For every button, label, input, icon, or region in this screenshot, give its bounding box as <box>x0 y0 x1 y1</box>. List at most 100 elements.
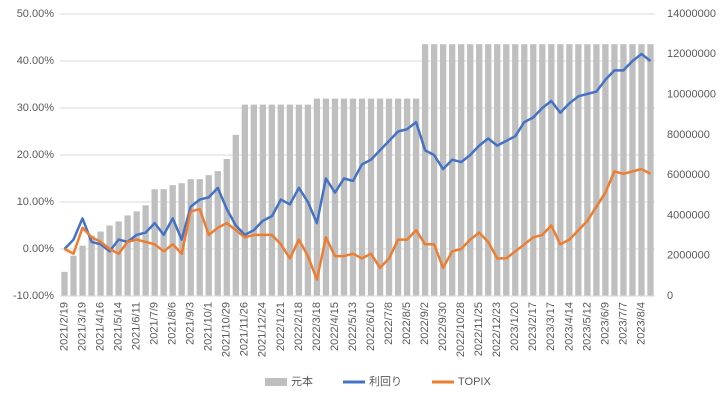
y2-tick-label: 2000000 <box>667 250 710 262</box>
bar <box>97 231 104 296</box>
y-tick-label: 0.00% <box>23 243 54 255</box>
line <box>63 52 652 253</box>
bar <box>187 179 194 296</box>
bar <box>331 98 339 296</box>
bar <box>620 44 627 296</box>
bar <box>629 44 636 296</box>
bar <box>340 98 348 296</box>
x-tick-label: 2022/10/28 <box>455 302 467 357</box>
y2-tick-label: 8000000 <box>667 129 710 141</box>
x-tick-label: 2021/10/29 <box>221 302 233 357</box>
bar <box>196 179 203 296</box>
bar <box>88 235 95 296</box>
bar <box>566 44 573 296</box>
x-tick-label: 2021/6/11 <box>131 302 143 350</box>
bar <box>151 189 158 296</box>
bar <box>512 44 519 296</box>
x-tick-label: 2021/3/19 <box>76 302 88 351</box>
y2-tick-label: 0 <box>667 290 673 302</box>
bar <box>79 245 86 296</box>
x-tick-label: 2022/11/25 <box>473 302 485 356</box>
legend-swatch <box>265 378 287 386</box>
x-tick-label: 2023/5/12 <box>581 302 593 351</box>
legend-label: 元本 <box>291 374 313 388</box>
bar <box>467 44 474 296</box>
x-tick-label: 2023/1/20 <box>509 302 521 351</box>
bar <box>584 44 591 296</box>
x-tick-label: 2021/8/6 <box>167 302 179 345</box>
x-tick-label: 2022/1/21 <box>275 302 287 351</box>
x-tick-label: 2022/9/30 <box>437 302 449 351</box>
bar <box>367 98 375 296</box>
bar <box>142 205 149 296</box>
bar <box>593 44 600 296</box>
y2-tick-label: 6000000 <box>667 169 710 181</box>
bar <box>412 98 420 296</box>
bar <box>349 98 357 296</box>
bar <box>70 255 77 296</box>
bar <box>124 215 131 296</box>
legend-label: TOPIX <box>458 376 491 388</box>
y-tick-label: 20.00% <box>17 149 55 161</box>
bar <box>232 134 239 296</box>
bar <box>376 98 384 296</box>
legend-label: 利回り <box>369 375 402 388</box>
bar <box>268 104 276 297</box>
bar <box>295 104 303 297</box>
bar <box>548 44 555 296</box>
bar <box>476 44 483 296</box>
bar <box>286 104 294 297</box>
bar <box>241 104 248 297</box>
line <box>63 167 652 281</box>
x-tick-label: 2021/7/9 <box>149 302 161 345</box>
x-tick-label: 2023/4/14 <box>563 302 575 351</box>
x-tick-label: 2022/2/18 <box>293 302 305 351</box>
bar <box>521 44 528 296</box>
bar <box>394 98 402 296</box>
bar <box>223 159 230 296</box>
x-tick-label: 2022/12/23 <box>491 302 503 357</box>
bar <box>485 44 492 296</box>
y-tick-label: -10.00% <box>13 290 54 302</box>
bar <box>106 225 113 296</box>
x-tick-label: 2021/12/24 <box>257 302 269 357</box>
bar <box>61 271 68 296</box>
bar <box>250 104 257 297</box>
y-tick-label: 10.00% <box>17 196 55 208</box>
bar <box>214 171 221 296</box>
bar <box>647 44 654 296</box>
bar <box>385 98 393 296</box>
y2-tick-label: 4000000 <box>667 209 710 221</box>
y2-tick-label: 12000000 <box>667 48 716 60</box>
bar <box>403 98 411 296</box>
y2-tick-label: 10000000 <box>667 88 716 100</box>
x-tick-label: 2023/7/7 <box>617 302 629 345</box>
bar <box>602 44 609 296</box>
x-tick-label: 2021/11/26 <box>239 302 251 356</box>
x-tick-label: 2022/7/8 <box>383 302 395 345</box>
x-tick-label: 2021/10/1 <box>203 302 215 351</box>
bar <box>133 211 140 296</box>
bar <box>160 189 167 296</box>
x-tick-label: 2022/8/5 <box>401 302 413 345</box>
bar <box>539 44 546 296</box>
bar <box>259 104 266 297</box>
x-tick-label: 2021/5/14 <box>113 302 125 351</box>
x-tick-label: 2021/9/3 <box>185 302 197 345</box>
x-tick-label: 2021/4/16 <box>94 302 106 351</box>
x-tick-label: 2023/3/17 <box>545 302 557 351</box>
bar <box>313 98 321 296</box>
bar <box>557 44 564 296</box>
bar <box>449 44 456 296</box>
bar <box>575 44 582 296</box>
x-tick-label: 2023/2/17 <box>527 302 539 351</box>
bar <box>115 221 122 296</box>
bar <box>458 44 465 296</box>
bar <box>169 185 176 296</box>
x-tick-label: 2022/6/10 <box>365 302 377 351</box>
x-tick-label: 2022/4/15 <box>329 302 341 351</box>
bar <box>611 44 618 296</box>
bar <box>530 44 537 296</box>
y-tick-label: 30.00% <box>17 102 55 114</box>
